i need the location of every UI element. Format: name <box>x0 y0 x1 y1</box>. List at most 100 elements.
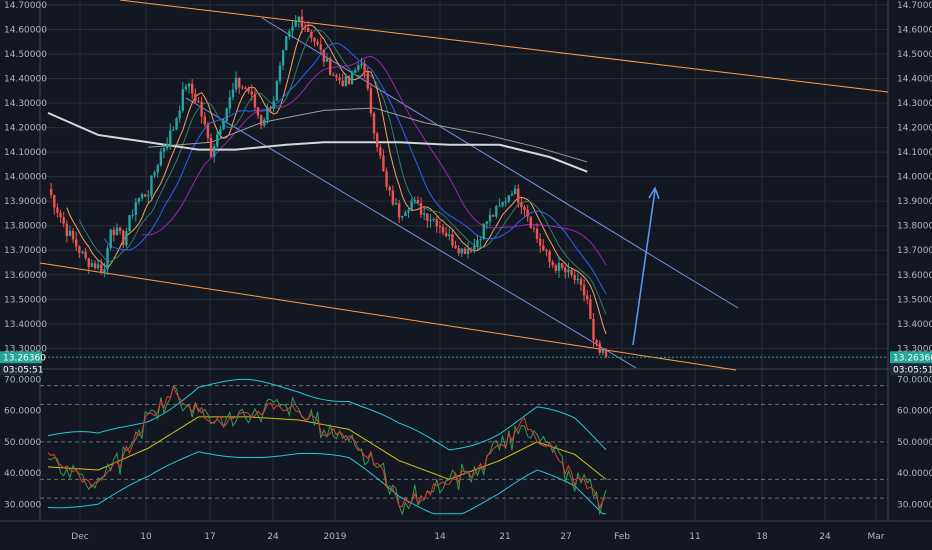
indicator-panel <box>40 378 888 516</box>
candle-body <box>507 195 511 202</box>
candle-body <box>529 216 532 228</box>
time-tick-label: Mar <box>868 532 885 542</box>
candle-body <box>601 349 605 353</box>
price-tick-label-left: 14.00000 <box>4 173 47 183</box>
price-tick-label-left: 14.50000 <box>4 50 47 60</box>
candle-body <box>397 203 401 218</box>
candle-body <box>382 155 385 172</box>
candle-body <box>172 129 175 131</box>
last-price-text: 13.26360 <box>3 353 46 363</box>
candle-body <box>586 295 589 300</box>
ma-long2-line <box>148 107 588 163</box>
candle-body <box>112 229 116 235</box>
candle-body <box>68 230 72 236</box>
candle-body <box>372 113 376 134</box>
price-tick-label-left: 13.30000 <box>4 344 47 354</box>
price-tick-label-left: 13.70000 <box>4 246 47 256</box>
left-price-axis: 14.70000 14.60000 14.50000 14.40000 14.30000… <box>4 1 47 510</box>
candle-body <box>238 77 241 88</box>
time-tick-label: 18 <box>756 532 768 542</box>
candle-body <box>332 74 335 76</box>
candle-body <box>228 97 232 109</box>
indicator-tick-label-right: 40.0000 <box>897 469 932 479</box>
time-tick-label: 21 <box>499 532 510 542</box>
candle-body <box>93 263 97 269</box>
price-tick-label-left: 13.90000 <box>4 197 47 207</box>
ma-mid-line <box>104 42 607 295</box>
candle-body <box>419 203 423 215</box>
candle-body <box>328 58 332 75</box>
candle-body <box>313 37 316 42</box>
candle-body <box>281 50 285 66</box>
candle-body <box>100 264 103 273</box>
candle-body <box>404 212 407 217</box>
candle-body <box>363 63 366 73</box>
candle-body <box>191 83 194 94</box>
last-price-text: 13.26360 <box>893 353 932 363</box>
candle-body <box>454 245 457 249</box>
candle-body <box>423 213 426 215</box>
candle-body <box>256 107 260 116</box>
candle-body <box>285 36 288 51</box>
candle-body <box>62 217 65 224</box>
indicator-tick-label-right: 70.0000 <box>897 375 932 385</box>
candle-body <box>165 144 169 149</box>
candle-body <box>335 75 338 78</box>
candle-body <box>288 31 291 37</box>
countdown-text: 03:05:51 <box>893 365 932 375</box>
candle-body <box>87 258 90 267</box>
candle-body <box>325 58 329 62</box>
candle-body <box>134 202 137 215</box>
candle-body <box>369 88 373 114</box>
candle-body <box>187 83 191 87</box>
candle-body <box>222 120 225 130</box>
price-tick-label-right: 14.70000 <box>897 1 932 11</box>
candle-body <box>241 87 244 89</box>
candle-body <box>53 195 56 208</box>
candle-body <box>278 65 282 81</box>
candle-body <box>307 27 310 32</box>
projection-arrow <box>632 189 656 346</box>
candle-body <box>598 343 601 353</box>
candle-body <box>476 240 479 246</box>
candle-body <box>71 230 75 240</box>
candle-body <box>557 263 561 271</box>
time-tick-label: 27 <box>560 532 571 542</box>
candle-body <box>589 299 592 319</box>
candle-body <box>131 214 134 216</box>
candle-body <box>250 91 253 95</box>
candle-body <box>341 80 344 86</box>
candle-body <box>212 146 216 157</box>
candle-body <box>78 246 81 253</box>
price-tick-label-left: 14.70000 <box>4 1 47 11</box>
candle-body <box>169 130 172 145</box>
price-tick-label-right: 14.60000 <box>897 25 932 35</box>
candle-body <box>90 263 94 267</box>
indicator-tick-label-left: 60.0000 <box>4 407 41 417</box>
candle-body <box>259 115 263 126</box>
candles <box>49 9 608 359</box>
candle-body <box>466 248 470 255</box>
price-badge-left <box>0 351 42 364</box>
price-tick-label-right: 13.50000 <box>897 295 932 305</box>
candle-body <box>479 239 482 241</box>
candle-body <box>513 188 517 195</box>
channel-lines <box>39 0 889 371</box>
upper-band-line <box>47 378 607 451</box>
candle-body <box>115 227 119 235</box>
time-axis: Dec 10 17 24 2019 14 21 27 Feb 11 18 24 Mar <box>71 532 884 542</box>
indicator-tick-label-left: 50.0000 <box>4 438 41 448</box>
candle-body <box>366 72 369 89</box>
candle-body <box>582 284 586 296</box>
candle-body <box>234 77 238 90</box>
candle-body <box>429 219 432 221</box>
price-tick-label-left: 14.60000 <box>4 25 47 35</box>
price-tick-label-left: 13.50000 <box>4 295 47 305</box>
candle-body <box>275 80 279 101</box>
candle-body <box>59 212 62 218</box>
lower-channel-line <box>39 262 737 371</box>
time-tick-label: 24 <box>819 532 831 542</box>
price-tick-label-right: 14.00000 <box>897 173 932 183</box>
rsi-line <box>47 385 607 510</box>
